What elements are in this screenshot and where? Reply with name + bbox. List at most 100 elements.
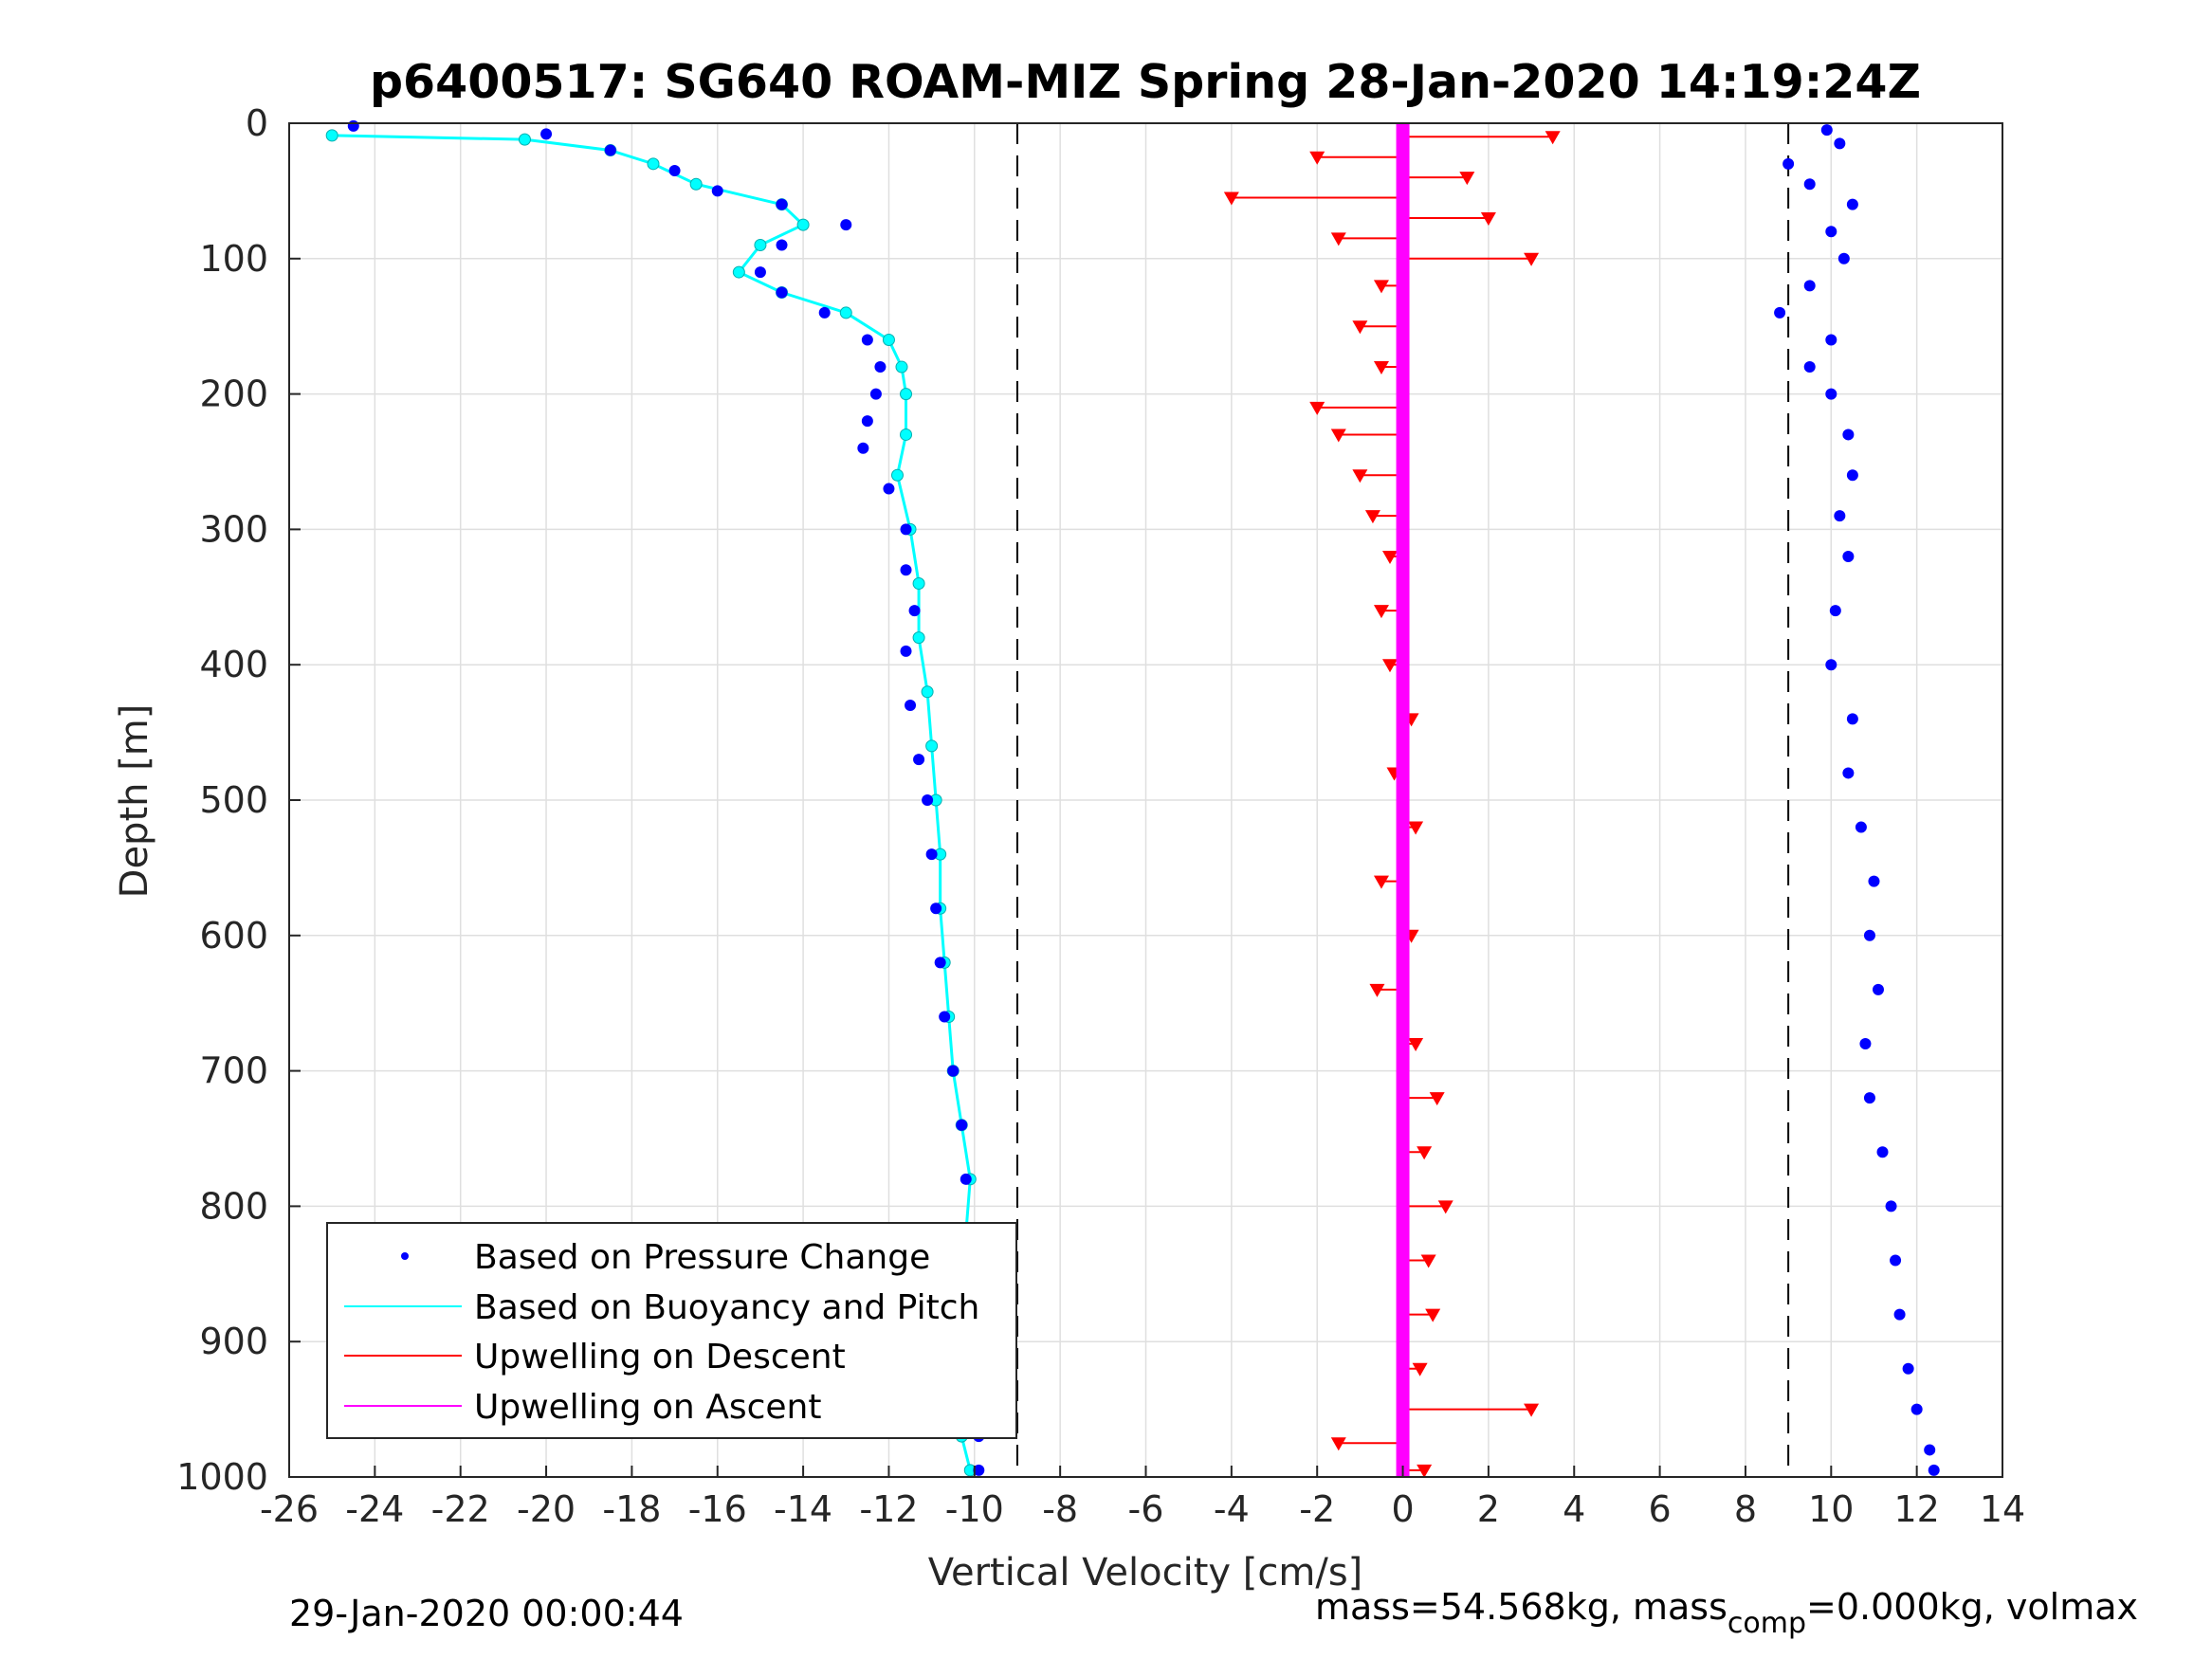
series-pressure-point	[900, 645, 912, 657]
y-tick-label: 800	[199, 1185, 268, 1227]
series-pressure-point	[1803, 280, 1816, 292]
series-pressure-point	[861, 415, 873, 428]
series-pressure-point	[960, 1173, 972, 1185]
mass-annotation: mass=54.568kg, masscomp=0.000kg, volmax	[1315, 1586, 2138, 1640]
series-pressure-point	[1855, 821, 1867, 833]
x-tick-label: -14	[774, 1488, 832, 1530]
series-buoyancy-point	[900, 388, 913, 401]
series-pressure-point	[1825, 659, 1837, 671]
legend-label-pressure: Based on Pressure Change	[474, 1238, 930, 1277]
series-pressure-point	[1774, 306, 1786, 319]
series-pressure-point	[1846, 469, 1858, 482]
series-pressure-point	[905, 700, 917, 712]
y-tick-label: 300	[199, 508, 268, 550]
series-descent-point	[1429, 1092, 1445, 1106]
series-pressure-point	[1885, 1200, 1897, 1212]
x-tick-label: -2	[1299, 1488, 1335, 1530]
series-buoyancy-point	[882, 333, 895, 346]
x-axis-label: Vertical Velocity [cm/s]	[928, 1551, 1363, 1595]
series-descent-point	[1309, 151, 1325, 165]
series-pressure-point	[930, 902, 942, 915]
x-tick-label: -22	[431, 1488, 490, 1530]
series-pressure-point	[1825, 388, 1837, 400]
series-descent-point	[1417, 1464, 1433, 1478]
series-pressure-point	[913, 754, 925, 766]
series-pressure-point	[1834, 137, 1846, 150]
x-tick-label: -20	[517, 1488, 576, 1530]
series-pressure-point	[922, 794, 934, 806]
series-pressure-point	[1902, 1362, 1914, 1375]
series-pressure-point	[934, 957, 946, 969]
series-descent-point	[1373, 361, 1389, 375]
series-descent-point	[1420, 1254, 1436, 1268]
x-tick-label: -18	[602, 1488, 661, 1530]
y-tick-label: 900	[199, 1321, 268, 1362]
ticks: -26 -24 -22 -20 -18 -16 -14 -12 -10 -8 -6 -4 -2 0 2 4 6 8…	[176, 102, 2025, 1530]
y-axis-label: Depth [m]	[113, 704, 156, 899]
series-descent-point	[1381, 659, 1398, 673]
x-tick-label: 14	[1980, 1488, 2025, 1530]
series-pressure-point	[1820, 124, 1833, 137]
series-pressure-point	[1803, 178, 1816, 191]
series-pressure-point	[1829, 605, 1841, 617]
series-pressure-point	[1825, 226, 1837, 238]
series-pressure-point	[347, 119, 359, 132]
legend-marker-pressure	[401, 1252, 409, 1260]
series-buoyancy-point	[325, 129, 338, 142]
x-tick-label: -8	[1042, 1488, 1078, 1530]
series-descent-point	[1524, 1403, 1540, 1417]
series-pressure-point	[874, 361, 887, 374]
x-tick-label: -6	[1128, 1488, 1164, 1530]
series-buoyancy-point	[518, 133, 531, 146]
series-pressure-point	[1863, 929, 1875, 941]
y-tick-label: 600	[199, 915, 268, 957]
series-descent-point	[1412, 1362, 1428, 1376]
x-tick-label: 12	[1893, 1488, 1939, 1530]
series-pressure-point	[1868, 875, 1880, 887]
series-pressure-point	[1842, 767, 1855, 779]
series-buoyancy-point	[912, 577, 925, 591]
series-pressure-point	[861, 334, 873, 346]
series-buoyancy-point	[921, 685, 934, 699]
y-tick-label: 1000	[176, 1456, 268, 1498]
series-pressure-point	[900, 523, 912, 536]
series-buoyancy-point	[839, 306, 852, 319]
x-tick-label: -16	[688, 1488, 747, 1530]
series-descent-point	[1373, 605, 1389, 619]
mass-text: mass=54.568kg, mass	[1315, 1586, 1728, 1628]
series-descent-point	[1364, 510, 1380, 524]
series-buoyancy-point	[895, 360, 908, 374]
mass-rest: =0.000kg, volmax	[1806, 1586, 2138, 1628]
y-tick-label: 200	[199, 374, 268, 415]
x-tick-label: 0	[1391, 1488, 1414, 1530]
legend: Based on Pressure Change Based on Buoyan…	[326, 1222, 1017, 1439]
series-pressure-point	[1846, 713, 1858, 725]
series-descent-point	[1373, 875, 1389, 889]
series-pressure-point	[1872, 983, 1884, 995]
series-pressure-point	[925, 848, 938, 861]
series-pressure-point	[776, 198, 788, 210]
series-descent-point	[1425, 1308, 1441, 1322]
series-buoyancy-point	[890, 468, 904, 482]
series-descent-point	[1524, 252, 1540, 266]
series-buoyancy-point	[796, 218, 810, 231]
series-buoyancy-point	[754, 239, 767, 252]
timestamp-annotation: 29-Jan-2020 00:00:44	[289, 1593, 684, 1634]
series-pressure-point	[668, 164, 681, 176]
series-pressure-point	[883, 483, 895, 495]
series-pressure-point	[908, 605, 921, 617]
series-pressure-point	[1803, 361, 1816, 374]
series-pressure-point	[818, 306, 831, 319]
series-pressure-point	[1910, 1403, 1923, 1415]
series-buoyancy-point	[647, 157, 660, 171]
series-pressure-point	[869, 388, 882, 400]
x-tick-label: -10	[945, 1488, 1004, 1530]
series-descent-point	[1459, 172, 1475, 186]
series-pressure-point	[947, 1065, 960, 1077]
series-pressure-point	[1859, 1038, 1872, 1050]
x-tick-label: 8	[1734, 1488, 1757, 1530]
series-buoyancy-point	[912, 631, 925, 645]
series-pressure-point	[1876, 1146, 1889, 1158]
y-tick-label: 700	[199, 1050, 268, 1092]
y-tick-label: 500	[199, 779, 268, 821]
